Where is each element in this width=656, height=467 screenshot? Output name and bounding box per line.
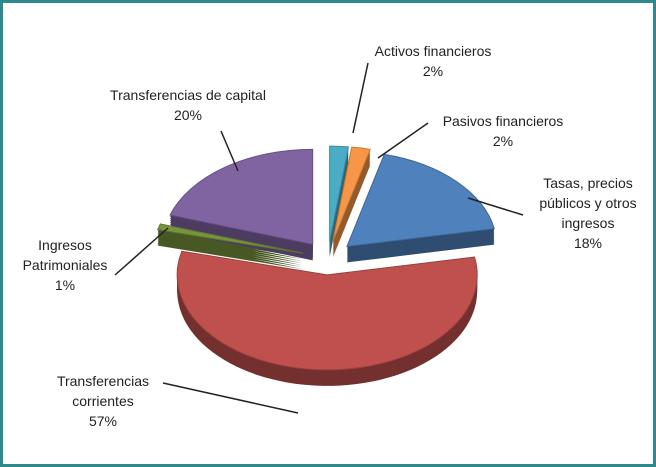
slice-side xyxy=(332,151,371,246)
leader-line xyxy=(220,130,239,172)
value-label: 20% xyxy=(173,107,203,123)
slice xyxy=(169,148,314,245)
slice xyxy=(157,223,304,254)
slice-side xyxy=(332,163,371,258)
category-name: Transferencias corrientes xyxy=(56,373,150,409)
category-name: Pasivos financieros xyxy=(442,113,564,129)
chart xyxy=(114,62,524,414)
value-label: 18% xyxy=(573,235,603,251)
slice-label: Transferencias corrientes 57% xyxy=(43,371,163,431)
category-name: Ingresos Patrimoniales xyxy=(22,237,108,273)
slice-side xyxy=(332,159,371,254)
slice xyxy=(332,146,371,242)
slice xyxy=(346,153,495,248)
slice xyxy=(329,145,350,242)
category-name: Activos financieros xyxy=(374,43,492,59)
value-label: 1% xyxy=(54,277,76,293)
leader-line xyxy=(162,382,299,414)
slice-side xyxy=(332,153,371,248)
slice-label: Pasivos financieros 2% xyxy=(423,111,583,151)
slice-label: Tasas, precios públicos y otros ingresos… xyxy=(523,173,653,253)
slice-label: Activos financieros 2% xyxy=(353,41,513,81)
value-label: 57% xyxy=(88,413,118,429)
slice xyxy=(176,250,478,371)
value-label: 2% xyxy=(422,63,444,79)
value-label: 2% xyxy=(492,133,514,149)
category-name: Transferencias de capital xyxy=(110,87,266,103)
slice-label: Transferencias de capital 20% xyxy=(108,85,268,125)
slice-side xyxy=(332,157,371,252)
leader-line xyxy=(352,62,369,134)
slice-side xyxy=(332,155,371,250)
category-name: Tasas, precios públicos y otros ingresos xyxy=(539,175,637,231)
slice-label: Ingresos Patrimoniales 1% xyxy=(15,235,115,295)
leader-line xyxy=(377,122,429,159)
leader-line xyxy=(467,197,524,216)
slice-side xyxy=(332,161,371,256)
leader-line xyxy=(114,227,169,276)
